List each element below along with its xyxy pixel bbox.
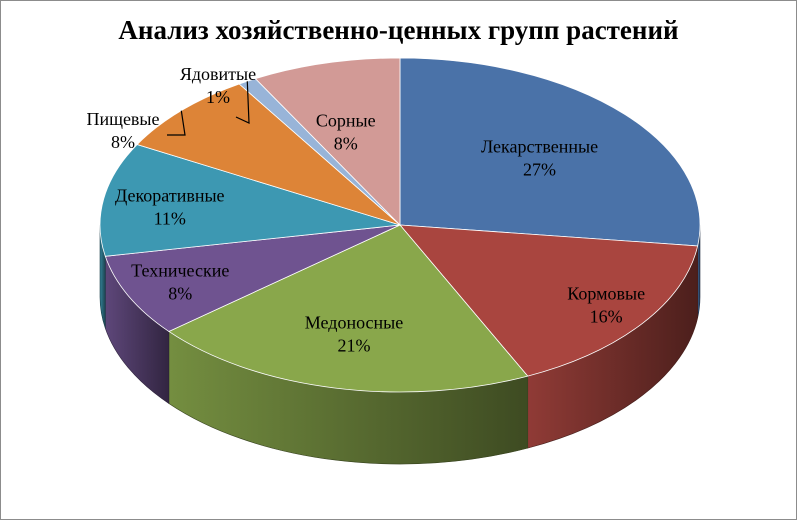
pie-top (99, 57, 701, 393)
pie-slice-4 (99, 144, 401, 257)
slice-category-label: Лекарственные (481, 137, 598, 157)
slice-percent-label: 8% (334, 134, 358, 154)
slice-percent-label: 11% (154, 208, 186, 228)
slice-category-label: Сорные (316, 111, 376, 131)
pie-slice-0 (399, 57, 701, 247)
leader-line-6 (235, 81, 250, 124)
slice-category-label: Медоносные (305, 313, 403, 333)
slice-percent-label: 1% (206, 87, 230, 107)
pie-slice-2 (168, 224, 529, 393)
slice-percent-label: 8% (168, 283, 192, 303)
pie-slice-3 (104, 224, 401, 332)
slice-category-label: Пищевые (86, 109, 159, 129)
pie-slice-1 (399, 224, 699, 377)
slice-percent-label: 21% (338, 336, 371, 356)
slice-percent-label: 8% (111, 132, 135, 152)
slice-category-label: Ядовитые (180, 64, 256, 84)
chart-title: Анализ хозяйственно-ценных групп растени… (118, 15, 679, 45)
pie-sides (99, 224, 701, 465)
slice-category-label: Технические (131, 260, 229, 280)
leader-line-5 (167, 110, 186, 136)
slice-category-label: Декоративные (115, 185, 225, 205)
pie-labels: Лекарственные 27% Кормовые 16% Медоносные 21%… (86, 64, 645, 356)
slice-percent-label: 16% (590, 307, 623, 327)
pie-slice-7 (254, 57, 401, 226)
slice-percent-label: 27% (523, 160, 556, 180)
slice-category-label: Кормовые (567, 284, 645, 304)
